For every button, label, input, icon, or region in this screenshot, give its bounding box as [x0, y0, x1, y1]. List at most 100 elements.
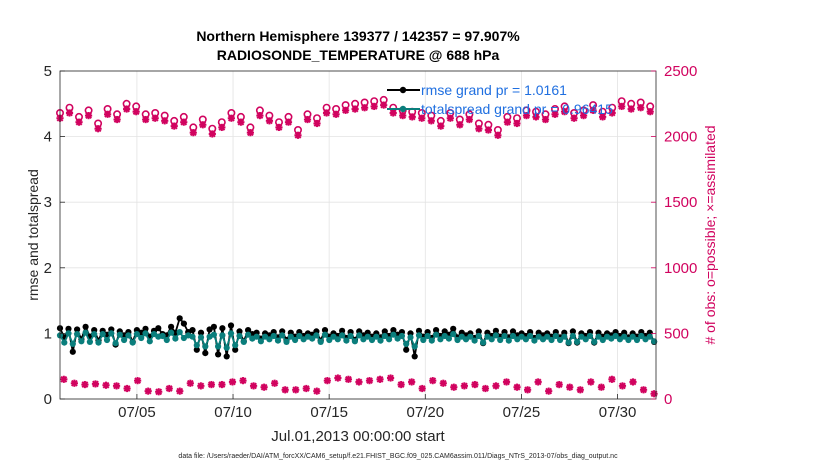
- rmse-series-point: [176, 315, 183, 322]
- rmse-series-point: [450, 325, 457, 332]
- totalspread-series-point: [569, 332, 577, 340]
- totalspread-series-point: [509, 332, 517, 340]
- totalspread-series-point: [279, 332, 286, 339]
- obs-assimilated-point: [94, 125, 102, 133]
- chart-title-line-2: RADIOSONDE_TEMPERATURE @ 688 hPa: [217, 47, 500, 63]
- obs-assimilated-point: [380, 101, 388, 109]
- obs-low-point: [576, 386, 584, 394]
- obs-assimilated-point: [579, 112, 588, 120]
- obs-low-point: [249, 382, 258, 390]
- rmse-series-point: [142, 325, 149, 332]
- rmse-series-point: [236, 328, 243, 335]
- plot-area: 07/05 07/10 07/15 07/20 07/25 07/30 0 1 2 3 4 5 0 500…: [44, 63, 698, 421]
- totalspread-series-point: [522, 336, 530, 343]
- obs-low-point: [365, 377, 374, 385]
- obs-low-point: [545, 387, 553, 395]
- obs-assimilated-point: [218, 123, 226, 132]
- obs-low-point: [302, 384, 310, 393]
- totalspread-series-point: [326, 336, 333, 344]
- obs-low-point: [355, 378, 363, 386]
- axes-background: [60, 71, 656, 399]
- obs-low-point: [608, 375, 616, 383]
- totalspread-series-point: [240, 338, 247, 345]
- rmse-series-point: [215, 351, 222, 358]
- totalspread-series-point: [377, 337, 384, 344]
- obs-low-point: [292, 386, 300, 394]
- obs-low-point: [639, 386, 648, 394]
- y-left-tick-label: 3: [44, 194, 52, 211]
- totalspread-series-point: [638, 332, 645, 340]
- totalspread-series-point: [646, 333, 653, 340]
- totalspread-series-point: [321, 331, 329, 338]
- totalspread-series-point: [475, 332, 482, 340]
- obs-low-point: [418, 384, 426, 393]
- obs-assimilated-point: [65, 109, 74, 117]
- obs-low-point: [566, 383, 574, 391]
- obs-assimilated-point: [618, 102, 626, 111]
- obs-low-point: [492, 382, 500, 390]
- totalspread-series-point: [501, 332, 508, 340]
- obs-assimilated-point: [456, 121, 464, 129]
- obs-low-point: [587, 378, 595, 386]
- totalspread-series-point: [471, 337, 478, 344]
- obs-assimilated-point: [208, 130, 216, 138]
- totalspread-series-point: [599, 336, 606, 344]
- obs-low-point: [123, 384, 131, 393]
- obs-assimilated-point: [361, 104, 369, 112]
- totalspread-series-point: [415, 332, 423, 339]
- totalspread-series-point: [142, 330, 149, 337]
- x-tick-label: 07/25: [503, 404, 541, 421]
- obs-low-point: [81, 380, 89, 389]
- obs-low-point: [429, 377, 437, 385]
- totalspread-series-point: [270, 332, 277, 340]
- obs-low-point: [376, 375, 384, 383]
- totalspread-series-point: [381, 332, 388, 340]
- obs-low-point: [186, 379, 194, 387]
- obs-assimilated-point: [399, 112, 407, 120]
- totalspread-series-point: [398, 332, 405, 340]
- totalspread-series-point: [428, 337, 435, 344]
- obs-low-point: [313, 387, 321, 395]
- totalspread-series-point: [317, 338, 324, 345]
- obs-assimilated-point: [303, 115, 312, 124]
- totalspread-series-point: [347, 332, 354, 340]
- totalspread-series-point: [236, 332, 243, 340]
- totalspread-series-point: [313, 332, 320, 339]
- totalspread-series-point: [407, 334, 414, 341]
- obs-assimilated-point: [199, 121, 207, 129]
- totalspread-series-point: [223, 344, 230, 351]
- totalspread-series-point: [146, 338, 153, 345]
- totalspread-series-point: [591, 338, 598, 345]
- axes-box: [59, 70, 657, 400]
- totalspread-series-point: [163, 336, 170, 344]
- totalspread-series-point: [112, 340, 119, 347]
- rmse-series-point: [232, 346, 239, 353]
- obs-assimilated-point: [627, 105, 635, 113]
- obs-assimilated-point: [132, 108, 140, 116]
- obs-low-point: [70, 379, 78, 387]
- totalspread-series-point: [629, 333, 636, 340]
- obs-assimilated-point: [103, 110, 112, 118]
- totalspread-series-point: [61, 339, 68, 346]
- obs-low-point: [218, 380, 226, 389]
- totalspread-series-point: [287, 333, 294, 340]
- x-axis-label: Jul.01,2013 00:00:00 start: [271, 428, 445, 445]
- totalspread-series-point: [69, 340, 76, 347]
- obs-low-point: [618, 382, 627, 390]
- totalspread-series-point: [125, 332, 132, 339]
- rmse-series-point: [475, 328, 482, 335]
- rmse-series-point: [82, 323, 89, 330]
- obs-assimilated-point: [599, 113, 607, 121]
- totalspread-series-point: [343, 337, 350, 344]
- obs-low-point: [650, 390, 658, 398]
- obs-assimilated-point: [151, 114, 159, 122]
- y-right-tick-label: 1500: [664, 194, 697, 211]
- totalspread-series-point: [625, 336, 632, 344]
- obs-low-point: [91, 380, 100, 388]
- rmse-series-point: [219, 325, 226, 332]
- totalspread-series-point: [257, 338, 264, 345]
- rmse-series-point: [390, 327, 397, 334]
- totalspread-series-point: [197, 334, 205, 341]
- legend-spread-marker: [399, 105, 407, 113]
